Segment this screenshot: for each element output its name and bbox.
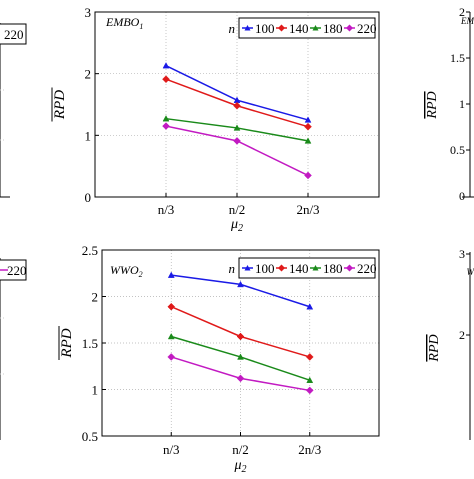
neighbor-legend-entry: 220 [7, 263, 27, 278]
x-tick-label: n/2 [229, 202, 246, 217]
legend-label-140: 140 [289, 261, 309, 276]
neighbor-ylabel: RPD [427, 334, 442, 362]
y-tick-label: 0.5 [82, 429, 98, 444]
legend-label-180: 180 [323, 21, 343, 36]
panel-label: EMBO1 [105, 15, 143, 31]
neighbor-top-right-panel: 2 1.5 1 0.5 0 RPD EM [425, 5, 474, 203]
legend-label-180: 180 [323, 261, 343, 276]
legend-label-220: 220 [357, 261, 377, 276]
legend-title: n [229, 261, 236, 276]
y-tick-label: 2 [92, 290, 99, 305]
neighbor-top-left-panel: 220 [0, 23, 26, 197]
data-point-100 [163, 63, 169, 69]
neighbor-ytick: 1 [459, 97, 465, 111]
data-point-220 [306, 387, 313, 394]
legend-label-100: 100 [255, 21, 275, 36]
x-tick-label: n/3 [163, 442, 180, 457]
neighbor-ytick: 1.5 [450, 51, 465, 65]
legend-label-100: 100 [255, 261, 275, 276]
x-axis-label: μ2 [230, 217, 243, 234]
x-tick-label: 2n/3 [298, 442, 321, 457]
y-tick-label: 2 [85, 67, 92, 82]
y-tick-label: 1 [92, 383, 99, 398]
y-axis-label: RPD [59, 328, 75, 358]
data-point-220 [163, 123, 170, 130]
neighbor-ytick: 3 [459, 247, 465, 261]
y-tick-label: 0 [85, 190, 92, 205]
data-point-220 [234, 137, 241, 144]
data-point-140 [306, 353, 313, 360]
data-point-140 [163, 76, 170, 83]
neighbor-panel-fragment: EM [460, 16, 474, 26]
data-point-140 [168, 303, 175, 310]
chart-panel-wwo2: 0.5 1 1.5 2 2.5 n/3 n/2 2n/3 μ2 RPD WWO2 n 100 140 180… [59, 243, 379, 474]
x-tick-label: 2n/3 [296, 202, 319, 217]
data-point-180 [168, 333, 174, 339]
y-tick-label: 3 [85, 5, 92, 20]
chart-panel-embo1: 0 1 2 3 n/3 n/2 2n/3 μ2 RPD EMBO1 n 100 140 180 220 [52, 5, 379, 234]
neighbor-ytick: 0 [459, 189, 465, 203]
y-tick-label: 1.5 [82, 336, 98, 351]
neighbor-bottom-right-panel: 3 2 RPD W [427, 247, 474, 440]
panel-label: WWO2 [110, 263, 143, 279]
data-point-140 [305, 123, 312, 130]
y-axis-label: RPD [52, 90, 68, 120]
neighbor-ylabel: RPD [425, 91, 440, 119]
neighbor-legend-entry: 220 [4, 27, 24, 42]
x-tick-label: n/2 [232, 442, 249, 457]
neighbor-ytick: 0.5 [450, 143, 465, 157]
data-point-140 [234, 102, 241, 109]
data-point-220 [305, 172, 312, 179]
data-point-140 [237, 333, 244, 340]
neighbor-panel-fragment: W [467, 267, 474, 277]
neighbor-ytick: 2 [459, 328, 465, 342]
y-tick-label: 1 [85, 128, 92, 143]
y-tick-label: 2.5 [82, 243, 98, 258]
legend-label-220: 220 [357, 21, 377, 36]
neighbor-bottom-left-panel: 220 [0, 258, 27, 440]
legend-label-140: 140 [289, 21, 309, 36]
data-point-220 [168, 353, 175, 360]
x-tick-label: n/3 [158, 202, 175, 217]
x-axis-label: μ2 [233, 458, 246, 474]
data-point-220 [237, 375, 244, 382]
legend-title: n [229, 21, 236, 36]
